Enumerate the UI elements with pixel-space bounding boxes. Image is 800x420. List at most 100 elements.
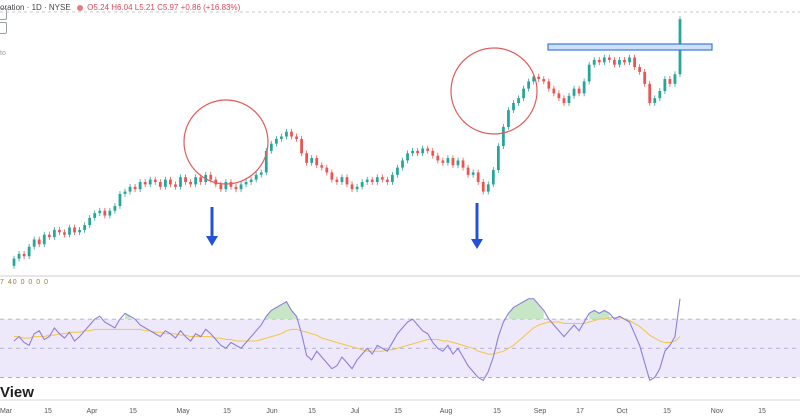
candle-body [300, 138, 303, 154]
candle-body [103, 210, 107, 216]
rsi-overbought-fill [508, 298, 544, 320]
candle-body [466, 167, 470, 175]
candle-body [158, 182, 162, 187]
candle-body [537, 76, 541, 80]
candle-body [668, 79, 672, 84]
candle-body [113, 205, 117, 211]
candle-body [365, 179, 369, 183]
x-tick-label: Apr [87, 408, 99, 415]
candle-body [496, 146, 500, 171]
candle-body [673, 74, 677, 84]
candle-body [179, 177, 182, 187]
panel-toggle-icon[interactable] [0, 8, 7, 20]
ohlc-close: C5.97 [157, 3, 179, 12]
candle-body [512, 102, 515, 111]
candle-body [194, 177, 198, 185]
candle-body [88, 217, 92, 226]
candle-body [310, 158, 314, 163]
x-tick-label: 15 [758, 408, 766, 415]
candle-body [411, 150, 414, 154]
candle-body [17, 253, 21, 259]
x-tick-label: May [176, 408, 190, 415]
candle-body [663, 79, 667, 92]
candle-body [335, 179, 339, 183]
annotation-circle [183, 99, 269, 185]
candle-body [350, 184, 354, 190]
x-tick-label: 15 [129, 408, 137, 415]
candle-body [355, 186, 359, 190]
candle-body [143, 182, 147, 185]
candle-body [37, 239, 41, 245]
candle-body [607, 57, 611, 60]
rsi-label: 7 40 0 0 0 0 [0, 279, 49, 286]
candle-body [436, 155, 440, 161]
candle-body [295, 136, 298, 139]
x-tick-label: Aug [440, 408, 453, 415]
candle-body [27, 246, 31, 257]
candle-body [623, 59, 626, 63]
candle-body [658, 91, 662, 99]
annotation-arrow-head [471, 239, 483, 249]
x-tick-label: 15 [493, 408, 501, 415]
candle-body [638, 67, 642, 72]
candle-body [12, 258, 16, 266]
candle-body [522, 88, 525, 99]
candle-body [375, 177, 379, 183]
candle-body [229, 182, 233, 187]
candle-body [128, 186, 132, 192]
candle-body [557, 93, 561, 99]
candle-body [63, 232, 66, 235]
ohlc-open: O5.24 [87, 3, 109, 12]
candle-body [340, 177, 344, 183]
candle-body [174, 184, 177, 187]
rsi-overbought-fill [589, 310, 610, 320]
x-tick-label: 15 [663, 408, 671, 415]
symbol-header: oration · 1D · NYSE O5.24 H6.04 L5.21 C5… [0, 3, 240, 12]
candle-body [441, 160, 445, 163]
candle-body [562, 98, 566, 103]
candle-body [602, 57, 606, 63]
candle-body [507, 110, 510, 127]
candle-body [280, 136, 283, 139]
candle-body [325, 167, 329, 173]
candle-body [209, 174, 213, 180]
candle-body [385, 179, 389, 183]
x-tick-label: Sep [534, 408, 547, 415]
candle-body [572, 88, 576, 96]
candle-body [78, 229, 81, 233]
x-tick-label: Oct [617, 408, 628, 415]
candle-body [290, 131, 293, 137]
candle-body [47, 234, 51, 238]
candle-body [73, 227, 76, 233]
candle-body [370, 179, 374, 183]
candle-body [330, 172, 334, 180]
candle-body [108, 210, 112, 216]
candle-body [577, 88, 581, 94]
candle-body [244, 182, 248, 185]
candle-body [169, 179, 172, 185]
candle-body [517, 98, 520, 103]
candle-body [68, 227, 71, 235]
candle-body [214, 179, 218, 185]
candle-body [476, 172, 480, 183]
candle-body [239, 184, 243, 190]
x-tick-label: 15 [44, 408, 52, 415]
candle-body [52, 229, 56, 238]
candle-body [42, 234, 46, 245]
x-tick-label: Jul [351, 408, 360, 415]
candle-body [401, 160, 404, 168]
ohlc-low: L5.21 [134, 3, 155, 12]
candle-body [163, 179, 167, 187]
candle-body [259, 172, 263, 175]
candle-body [648, 83, 652, 103]
candle-body [32, 239, 36, 247]
candle-body [138, 182, 142, 190]
candle-body [431, 150, 435, 156]
candle-body [199, 177, 203, 183]
panel-toggle-icon[interactable] [0, 22, 7, 34]
candle-body [380, 177, 384, 180]
candle-body [456, 160, 460, 166]
ohlc-change: +0.86 (+16.83%) [180, 3, 241, 12]
x-tick-label: 15 [394, 408, 402, 415]
